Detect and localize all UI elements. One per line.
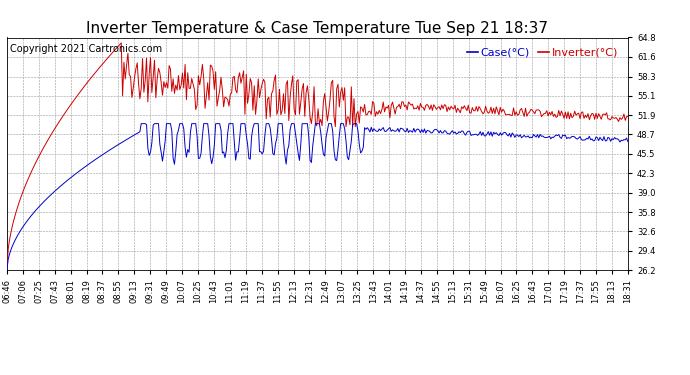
- Title: Inverter Temperature & Case Temperature Tue Sep 21 18:37: Inverter Temperature & Case Temperature …: [86, 21, 549, 36]
- Legend: Case(°C), Inverter(°C): Case(°C), Inverter(°C): [462, 43, 622, 62]
- Text: Copyright 2021 Cartronics.com: Copyright 2021 Cartronics.com: [10, 45, 162, 54]
